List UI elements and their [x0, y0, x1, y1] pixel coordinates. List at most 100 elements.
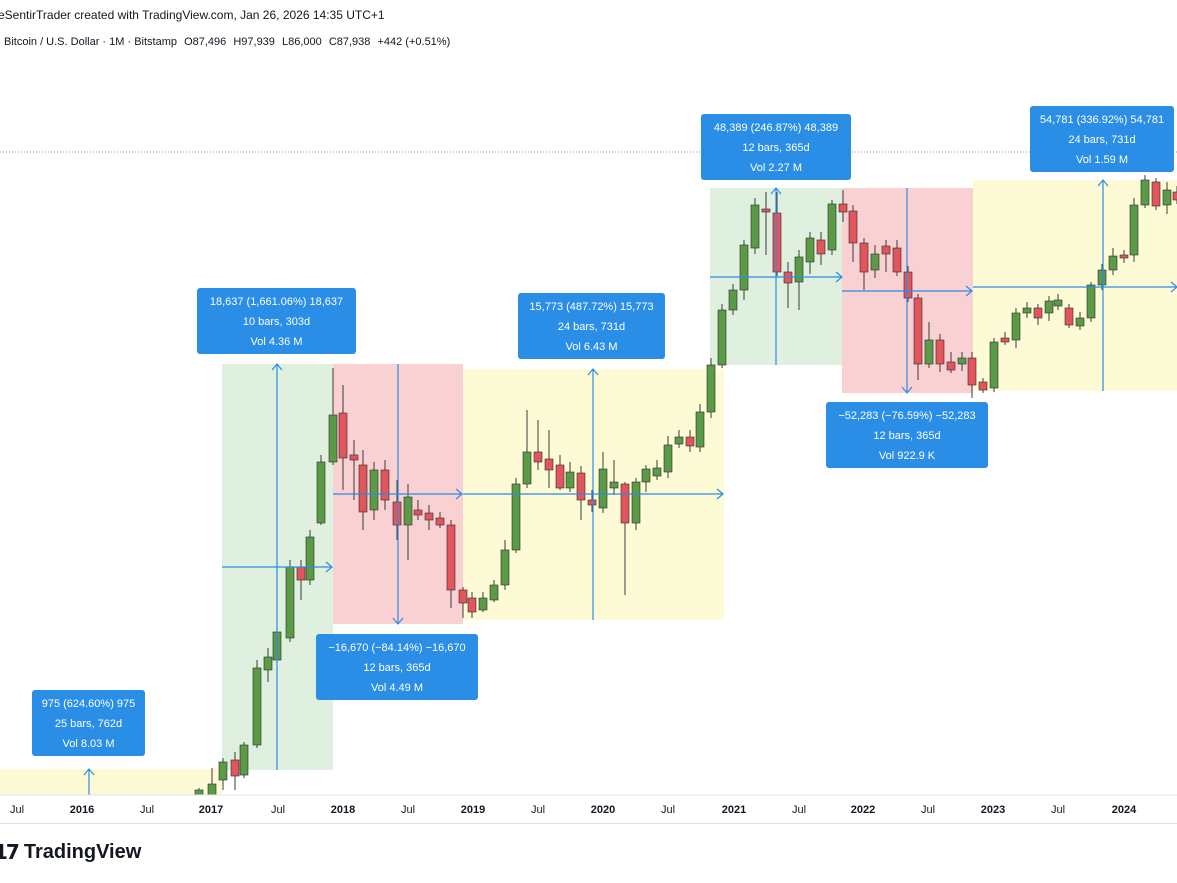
arrow-head-up — [1097, 179, 1109, 187]
candle-body — [403, 496, 413, 526]
candle-body — [870, 253, 880, 271]
candle-body — [946, 361, 956, 371]
candle-body — [369, 469, 379, 511]
measure-callout: 18,637 (1,661.06%) 18,637 10 bars, 303d Vo… — [197, 288, 356, 354]
candle-body — [739, 244, 749, 291]
candle-body — [685, 436, 695, 447]
candle — [392, 480, 402, 540]
tradingview-logo[interactable]: 17 TradingView — [0, 840, 141, 864]
candle-body — [706, 364, 716, 413]
candle — [424, 505, 434, 530]
callout-line1: −16,670 (−84.14%) −16,670 — [328, 642, 465, 654]
candle-body — [859, 242, 869, 273]
candle-body — [576, 472, 586, 501]
candle — [1000, 332, 1010, 345]
candle-body — [305, 536, 315, 581]
price-chart[interactable]: 975 (624.60%) 975 25 bars, 762d Vol 8.03 M… — [0, 0, 1177, 823]
candle-body — [695, 411, 705, 448]
arrow-head-up — [83, 768, 95, 776]
candle-body — [565, 471, 575, 489]
candle — [1044, 296, 1054, 321]
candle — [458, 587, 468, 618]
ohlc-low: L86,000 — [281, 36, 322, 48]
candle-body — [620, 483, 630, 524]
candle-body — [838, 203, 848, 213]
candle — [859, 238, 869, 290]
callout-line2: 12 bars, 365d — [873, 430, 940, 442]
callout-line2: 10 bars, 303d — [243, 316, 310, 328]
candle — [903, 266, 913, 302]
candle — [652, 460, 662, 480]
candle-body — [631, 481, 641, 524]
candle-body — [349, 454, 359, 461]
candle — [285, 560, 295, 642]
candle — [533, 420, 543, 470]
callout-box — [701, 114, 851, 180]
time-axis-tick: Jul — [921, 804, 935, 816]
candle-body — [816, 239, 826, 255]
candle — [522, 410, 532, 488]
candle — [924, 322, 934, 368]
arrow-head-up — [770, 187, 782, 195]
ohlc-high: H97,939 — [233, 36, 275, 48]
candle — [413, 500, 423, 520]
callout-line3: Vol 922.9 K — [879, 450, 936, 462]
candle-body — [467, 597, 477, 613]
callout-line3: Vol 6.43 M — [566, 341, 618, 353]
candle-body — [522, 451, 532, 485]
measure-arrow — [333, 364, 463, 625]
candle-body — [285, 566, 295, 639]
callout-line2: 24 bars, 731d — [558, 321, 625, 333]
arrow-head-right — [455, 488, 463, 500]
candle — [728, 284, 738, 315]
candle — [881, 240, 891, 272]
callout-line1: 975 (624.60%) 975 — [42, 698, 136, 710]
measure-arrow — [842, 188, 973, 394]
candle — [1172, 186, 1177, 204]
candle — [1108, 248, 1118, 275]
candle-body — [1022, 307, 1032, 314]
callout-box — [197, 288, 356, 354]
candle — [641, 465, 651, 492]
candle-body — [913, 297, 923, 365]
candle-body — [989, 341, 999, 389]
time-axis-tick: Jul — [531, 804, 545, 816]
candle-body — [392, 501, 402, 526]
measure-callout: 15,773 (487.72%) 15,773 24 bars, 731d Vol … — [518, 293, 665, 359]
callout-line1: 15,773 (487.72%) 15,773 — [529, 301, 653, 313]
candle — [946, 352, 956, 373]
measure-callouts: 975 (624.60%) 975 25 bars, 762d Vol 8.03 M… — [32, 106, 1174, 756]
candle — [1075, 312, 1085, 330]
callout-line3: Vol 4.36 M — [251, 336, 303, 348]
arrow-head-up — [587, 368, 599, 376]
time-axis[interactable]: Jul 2016 Jul 2017 Jul 2018 Jul 2019 Jul 2020 Jul 20… — [10, 804, 1137, 816]
candle-body — [555, 464, 565, 489]
candle-body — [1033, 307, 1043, 319]
candle — [338, 385, 348, 490]
candle — [1162, 182, 1172, 214]
candle-body — [924, 339, 934, 365]
candle-body — [435, 517, 445, 526]
candle-body — [761, 208, 771, 213]
candle — [478, 592, 488, 612]
callout-line1: 48,389 (246.87%) 48,389 — [714, 122, 838, 134]
candle — [263, 648, 273, 682]
candle-body — [805, 237, 815, 263]
candle — [467, 592, 477, 618]
candle — [598, 452, 608, 513]
time-axis-tick: Jul — [401, 804, 415, 816]
candle — [978, 378, 988, 393]
candle — [239, 742, 249, 778]
candle — [848, 205, 858, 262]
candle — [1151, 178, 1161, 210]
candle-body — [652, 467, 662, 477]
candle-body — [587, 499, 597, 506]
candle — [489, 580, 499, 602]
candle-body — [935, 339, 945, 365]
symbol-description[interactable]: Bitcoin / U.S. Dollar · 1M · Bitstamp — [4, 36, 177, 48]
candle — [816, 232, 826, 265]
candle-body — [1053, 299, 1063, 307]
callout-line2: 24 bars, 731d — [1068, 134, 1135, 146]
candle-body — [1011, 312, 1021, 341]
candle-body — [1108, 255, 1118, 271]
